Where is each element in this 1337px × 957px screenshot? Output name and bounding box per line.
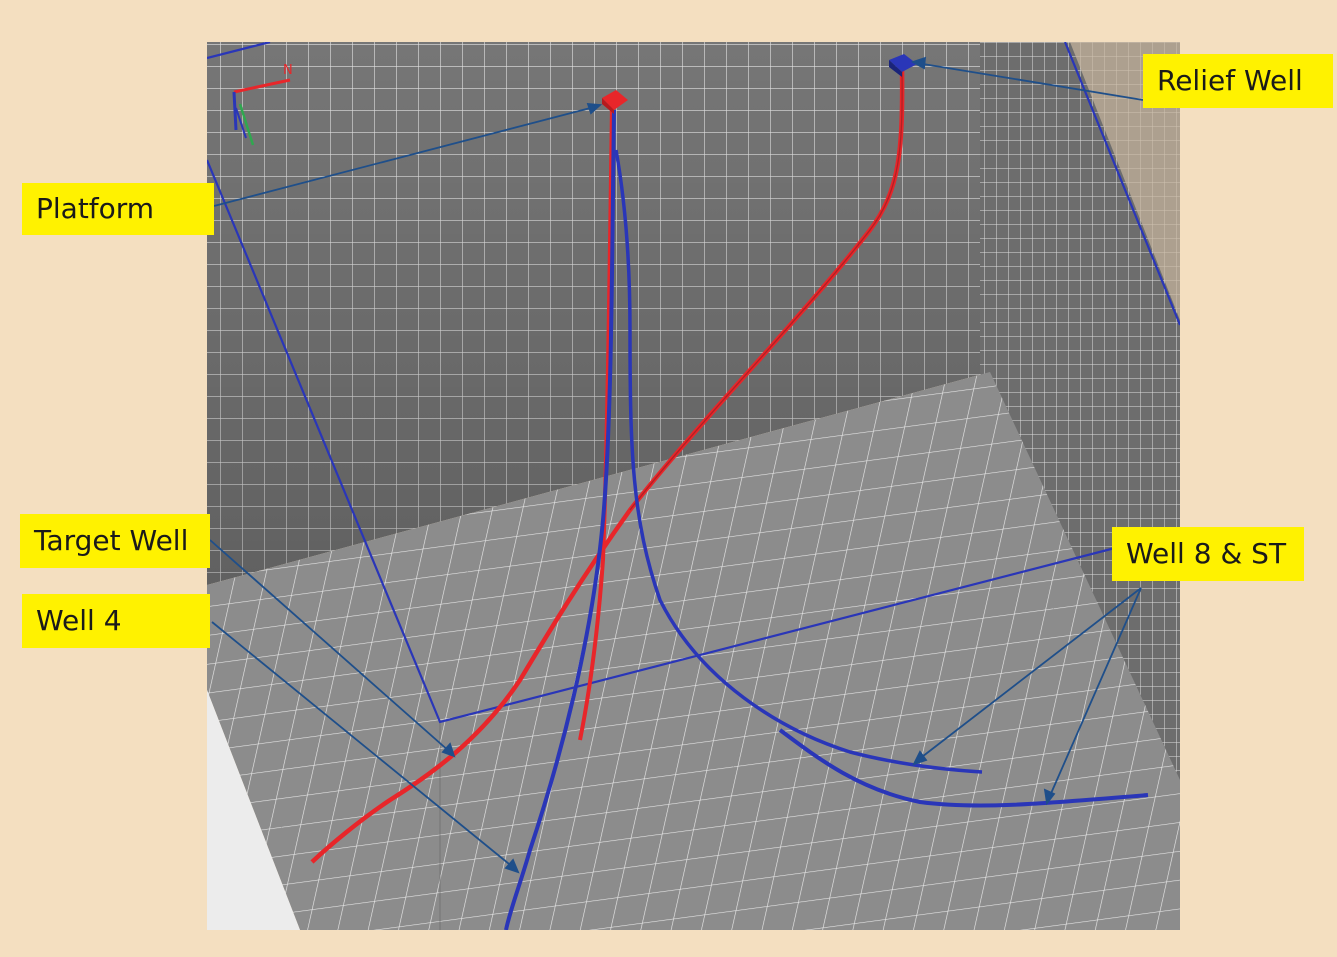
relief-well-label: Relief Well	[1143, 54, 1333, 108]
top-right-panel	[1070, 42, 1180, 320]
well-4-label: Well 4	[22, 594, 210, 648]
compass-north-label: N	[283, 63, 293, 78]
relief-well-marker-icon	[889, 54, 917, 77]
leader-arrows	[209, 56, 1144, 874]
well-8-st-trajectory	[778, 728, 1149, 808]
well-8-trajectory	[614, 149, 983, 774]
target-well-trajectory	[504, 109, 616, 930]
bounding-box-lines	[207, 42, 1180, 724]
compass-axes-icon: N	[232, 63, 293, 146]
target-well-label: Target Well	[20, 514, 210, 568]
well-8-st-label: Well 8 & ST	[1112, 527, 1304, 581]
platform-label: Platform	[22, 183, 214, 235]
platform-marker-icon	[602, 90, 628, 114]
left-light-panel	[207, 690, 300, 930]
